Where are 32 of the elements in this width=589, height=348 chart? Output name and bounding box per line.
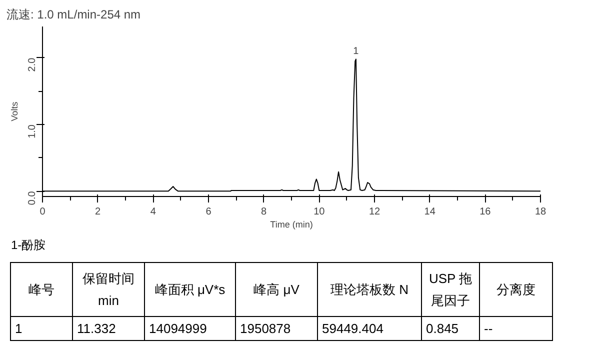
text: 1950878: [236, 316, 318, 341]
x-tick-label: 18: [534, 206, 546, 218]
y-axis-title: Volts: [10, 101, 20, 122]
text: USP 拖尾因子: [422, 262, 480, 317]
text: 11.332: [72, 316, 144, 341]
text: 分离度: [480, 262, 552, 317]
x-tick-label: 2: [95, 206, 102, 218]
y-tick-label: 2.0: [27, 57, 38, 72]
y-tick-label: 0.0: [27, 190, 38, 206]
x-tick-label: 4: [150, 206, 156, 218]
text: 59449.404: [318, 316, 422, 341]
chart-title: 流速: 1.0 mL/min-254 nm: [6, 8, 141, 22]
text: 14094999: [144, 316, 236, 341]
text: 理论塔板数 N: [318, 262, 422, 317]
text: 0.845: [422, 316, 480, 341]
text: --: [480, 316, 552, 341]
y-tick-label: 1.0: [27, 124, 38, 138]
text: 保留时间 min: [72, 262, 144, 317]
x-tick-label: 8: [261, 206, 268, 218]
x-axis-title: Time (min): [270, 220, 313, 230]
text: 峰高 μV: [236, 262, 318, 317]
x-tick-label: 16: [480, 206, 492, 218]
text: 1-酚胺: [11, 237, 47, 254]
x-tick-label: 10: [314, 206, 326, 218]
x-tick-label: 14: [424, 206, 436, 218]
x-tick-label: 0: [40, 206, 46, 218]
annotation: 1: [353, 46, 360, 58]
text: 峰号: [10, 262, 72, 317]
text: 峰面积 μV*s: [144, 262, 236, 317]
x-tick-label: 6: [206, 206, 212, 218]
text: 1: [10, 316, 72, 341]
x-tick-label: 12: [368, 206, 380, 218]
